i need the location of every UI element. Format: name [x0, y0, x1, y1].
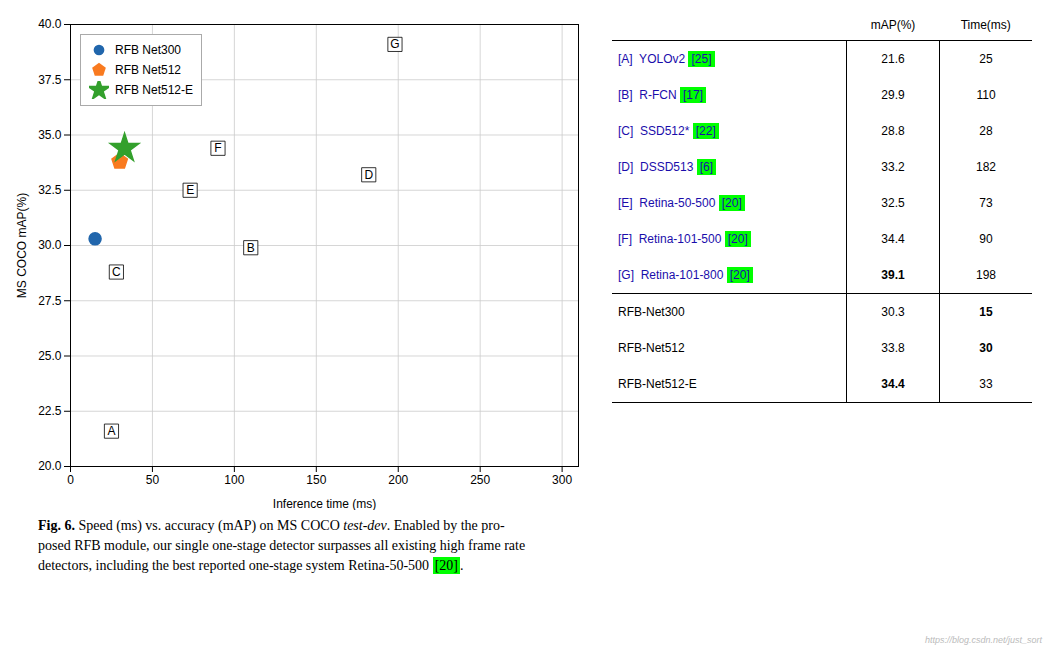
svg-text:30.0: 30.0 — [38, 238, 62, 252]
html-text:33.8: 33.8 — [881, 341, 905, 355]
html-text:29.9: 29.9 — [881, 88, 905, 102]
svg-text:40.0: 40.0 — [38, 17, 62, 31]
svg-text:20.0: 20.0 — [38, 459, 62, 473]
svg-text:B: B — [247, 241, 255, 255]
svg-text:150: 150 — [306, 473, 326, 487]
svg-text:300: 300 — [552, 473, 572, 487]
html-text:[F] Retina-101-500 [20]: [F] Retina-101-500 [20] — [618, 232, 748, 246]
svg-text:G: G — [390, 37, 399, 51]
html-text:Time(ms): Time(ms) — [960, 18, 1011, 32]
html-text:RFB Net512: RFB Net512 — [115, 63, 181, 77]
html-text:33: 33 — [979, 377, 993, 391]
svg-text:Inference time (ms): Inference time (ms) — [273, 497, 376, 511]
svg-text:50: 50 — [146, 473, 160, 487]
html-text:73: 73 — [979, 196, 993, 210]
svg-text:E: E — [186, 183, 194, 197]
html-text:21.6: 21.6 — [881, 52, 905, 66]
html-text:[G] Retina-101-800 [20]: [G] Retina-101-800 [20] — [618, 268, 750, 282]
svg-text:MS COCO mAP(%): MS COCO mAP(%) — [15, 193, 29, 298]
html-text:25: 25 — [979, 52, 993, 66]
html-text:RFB-Net300: RFB-Net300 — [618, 305, 688, 319]
svg-text:F: F — [214, 141, 221, 155]
html-text:detectors, including the best: detectors, including the best reported o… — [38, 558, 464, 573]
html-text:198: 198 — [976, 268, 996, 282]
html-text:34.4: 34.4 — [881, 377, 905, 391]
html-text:[B] R-FCN [17]: [B] R-FCN [17] — [618, 88, 703, 102]
html-text:RFB Net512-E: RFB Net512-E — [115, 83, 193, 97]
html-text:mAP(%): mAP(%) — [870, 18, 916, 32]
svg-text:37.5: 37.5 — [38, 73, 62, 87]
html-text:[C] SSD512* [22]: [C] SSD512* [22] — [618, 124, 716, 138]
svg-text:250: 250 — [470, 473, 490, 487]
html-text:[D] DSSD513 [6]: [D] DSSD513 [6] — [618, 160, 713, 174]
svg-text:22.5: 22.5 — [38, 404, 62, 418]
svg-text:32.5: 32.5 — [38, 183, 62, 197]
html-text:[E] Retina-50-500 [20]: [E] Retina-50-500 [20] — [618, 196, 742, 210]
svg-text:100: 100 — [224, 473, 244, 487]
html-text:30: 30 — [979, 341, 993, 355]
svg-text:A: A — [107, 424, 115, 438]
html-text:110: 110 — [976, 88, 996, 102]
html-text:30.3: 30.3 — [881, 305, 905, 319]
html-text:28.8: 28.8 — [881, 124, 905, 138]
svg-text:25.0: 25.0 — [38, 349, 62, 363]
html-text:15: 15 — [979, 305, 993, 319]
html-text:RFB Net300: RFB Net300 — [115, 43, 181, 57]
html-text:39.1: 39.1 — [881, 268, 905, 282]
html-text:28: 28 — [979, 124, 993, 138]
html-text:182: 182 — [976, 160, 996, 174]
html-text:https://blog.csdn.net/just_sor: https://blog.csdn.net/just_sort — [924, 635, 1042, 645]
svg-text:C: C — [112, 265, 121, 279]
html-text:Fig. 6. Speed (ms) vs. accurac: Fig. 6. Speed (ms) vs. accuracy (mAP) on… — [38, 518, 505, 533]
svg-text:27.5: 27.5 — [38, 294, 62, 308]
html-text:RFB-Net512-E: RFB-Net512-E — [618, 377, 700, 391]
html-text:32.5: 32.5 — [881, 196, 905, 210]
html-text:[A] YOLOv2 [25]: [A] YOLOv2 [25] — [618, 52, 712, 66]
html-text:34.4: 34.4 — [881, 232, 905, 246]
html-text:RFB-Net512: RFB-Net512 — [618, 341, 688, 355]
html-text:posed RFB module, our single o: posed RFB module, our single one-stage d… — [38, 538, 526, 553]
html-text:90: 90 — [979, 232, 993, 246]
svg-text:0: 0 — [67, 473, 74, 487]
svg-text:D: D — [364, 168, 373, 182]
svg-text:200: 200 — [388, 473, 408, 487]
svg-text:35.0: 35.0 — [38, 128, 62, 142]
html-text:33.2: 33.2 — [881, 160, 905, 174]
